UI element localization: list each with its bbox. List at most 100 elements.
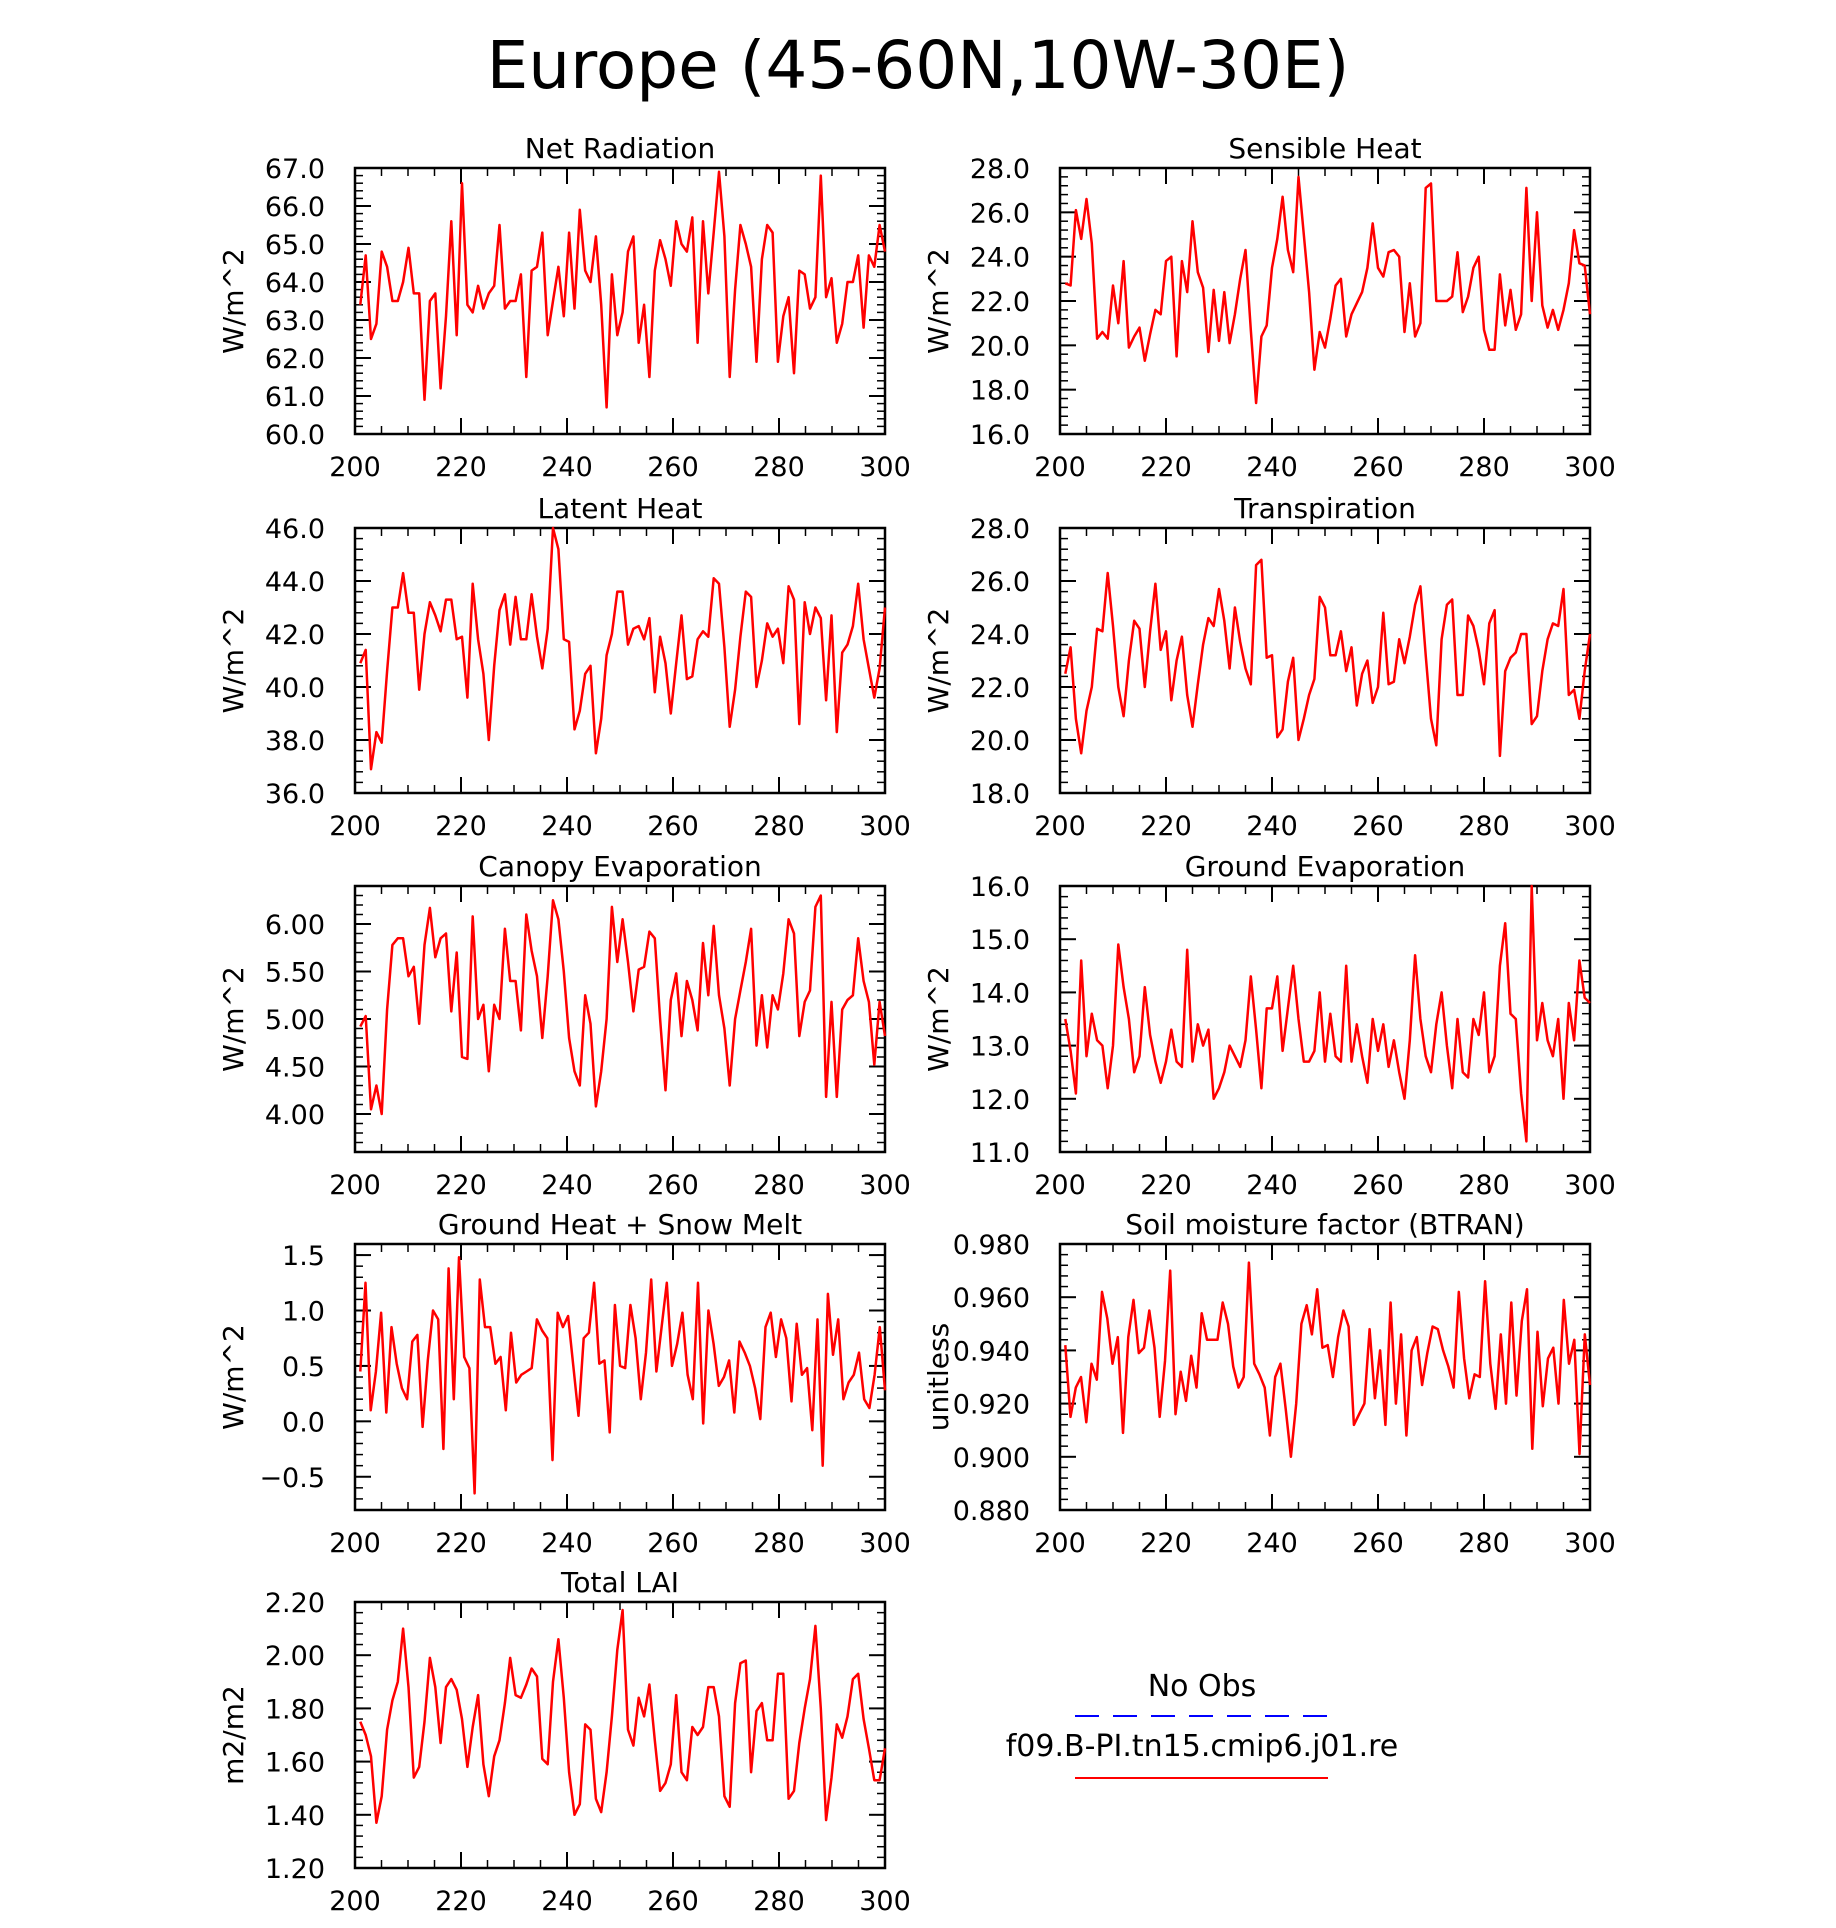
sensible-heat-xtick-label: 240 [1246,452,1298,483]
chart-ground-evaporation: Ground Evaporation W/m^2 200 220 240 260 280 30… [922,850,1616,1201]
soil-moisture-factor-btran-ytick-label: 0.900 [953,1443,1030,1474]
net-radiation-title: Net Radiation [525,132,715,165]
net-radiation-ytick-label: 62.0 [265,344,325,375]
total-lai-ytick-label: 2.20 [265,1588,325,1619]
ground-evaporation-ytick-label: 16.0 [970,872,1030,903]
legend-model-label: f09.B-PI.tn15.cmip6.j01.re [1006,1729,1399,1764]
ground-heat-snow-melt-xtick-label: 260 [647,1528,699,1559]
soil-moisture-factor-btran-xtick-label: 220 [1140,1528,1192,1559]
soil-moisture-factor-btran-xtick-label: 280 [1458,1528,1510,1559]
ground-heat-snow-melt-xtick-label: 200 [329,1528,381,1559]
total-lai-series-line [359,1608,887,1825]
latent-heat-ylabel: W/m^2 [217,608,250,714]
ground-evaporation-ytick-label: 15.0 [970,925,1030,956]
canopy-evaporation-xtick-label: 200 [329,1170,381,1201]
transpiration-series-line [1064,558,1592,758]
sensible-heat-ytick-label: 24.0 [970,243,1030,274]
latent-heat-ytick-label: 44.0 [265,567,325,598]
total-lai-title: Total LAI [560,1566,679,1599]
figure-title: Europe (45-60N,10W-30E) [487,27,1350,104]
transpiration-ytick-label: 28.0 [970,514,1030,545]
chart-net-radiation: Net Radiation W/m^2 200 220 240 260 280 300 60.0… [217,132,911,483]
ground-heat-snow-melt-ytick-label: 1.0 [282,1297,325,1328]
latent-heat-ytick-label: 46.0 [265,514,325,545]
net-radiation-xtick-label: 280 [753,452,805,483]
ground-heat-snow-melt-ytick-label: 0.5 [282,1352,325,1383]
transpiration-xtick-label: 260 [1352,811,1404,842]
total-lai-xtick-label: 220 [435,1886,487,1917]
sensible-heat-xtick-label: 200 [1034,452,1086,483]
canopy-evaporation-ytick-label: 4.00 [265,1100,325,1131]
soil-moisture-factor-btran-xtick-label: 240 [1246,1528,1298,1559]
latent-heat-xtick-label: 220 [435,811,487,842]
transpiration-xtick-label: 280 [1458,811,1510,842]
total-lai-ytick-label: 1.40 [265,1801,325,1832]
canopy-evaporation-ytick-label: 5.50 [265,958,325,989]
canopy-evaporation-ytick-label: 4.50 [265,1053,325,1084]
chart-sensible-heat: Sensible Heat W/m^2 200 220 240 260 280 300 16.0… [922,132,1616,483]
total-lai-xtick-label: 280 [753,1886,805,1917]
ground-evaporation-series-line [1064,884,1591,1143]
chart-canopy-evaporation: Canopy Evaporation W/m^2 200 220 240 260 280 30… [217,850,911,1201]
ground-evaporation-xtick-label: 220 [1140,1170,1192,1201]
chart-latent-heat: Latent Heat W/m^2 200 220 240 260 280 300 36.0 38… [217,492,911,842]
transpiration-ytick-label: 20.0 [970,726,1030,757]
canopy-evaporation-series-line [359,894,887,1116]
ground-heat-snow-melt-xtick-label: 220 [435,1528,487,1559]
latent-heat-xtick-label: 300 [859,811,911,842]
sensible-heat-xtick-label: 260 [1352,452,1404,483]
canopy-evaporation-xtick-label: 280 [753,1170,805,1201]
total-lai-xtick-label: 260 [647,1886,699,1917]
transpiration-ylabel: W/m^2 [922,608,955,714]
total-lai-ytick-label: 1.80 [265,1694,325,1725]
sensible-heat-ytick-label: 28.0 [970,154,1030,185]
canopy-evaporation-xtick-label: 260 [647,1170,699,1201]
net-radiation-xtick-label: 200 [329,452,381,483]
transpiration-xtick-label: 240 [1246,811,1298,842]
net-radiation-ytick-label: 67.0 [265,154,325,185]
ground-evaporation-xtick-label: 260 [1352,1170,1404,1201]
soil-moisture-factor-btran-xtick-label: 260 [1352,1528,1404,1559]
panels: Net Radiation W/m^2 200 220 240 260 280 300 60.0… [217,132,1616,1917]
soil-moisture-factor-btran-ytick-label: 0.940 [953,1336,1030,1367]
total-lai-xtick-label: 300 [859,1886,911,1917]
total-lai-ytick-label: 1.20 [265,1854,325,1885]
ground-evaporation-ylabel: W/m^2 [922,966,955,1072]
sensible-heat-ylabel: W/m^2 [922,248,955,354]
latent-heat-xtick-label: 240 [541,811,593,842]
latent-heat-series-line [359,526,887,771]
latent-heat-ytick-label: 42.0 [265,620,325,651]
canopy-evaporation-ytick-label: 5.00 [265,1005,325,1036]
transpiration-xtick-label: 220 [1140,811,1192,842]
sensible-heat-xtick-label: 300 [1564,452,1616,483]
sensible-heat-xtick-label: 220 [1140,452,1192,483]
latent-heat-xtick-label: 280 [753,811,805,842]
net-radiation-xtick-label: 300 [859,452,911,483]
canopy-evaporation-ylabel: W/m^2 [217,966,250,1072]
transpiration-ytick-label: 24.0 [970,620,1030,651]
ground-evaporation-ytick-label: 14.0 [970,978,1030,1009]
transpiration-ytick-label: 18.0 [970,779,1030,810]
net-radiation-ytick-label: 64.0 [265,268,325,299]
ground-heat-snow-melt-xtick-label: 300 [859,1528,911,1559]
ground-evaporation-ytick-label: 13.0 [970,1032,1030,1063]
ground-heat-snow-melt-ytick-label: −0.5 [259,1463,325,1494]
sensible-heat-xtick-label: 280 [1458,452,1510,483]
net-radiation-xtick-label: 220 [435,452,487,483]
latent-heat-ytick-label: 38.0 [265,726,325,757]
latent-heat-title: Latent Heat [537,492,702,525]
transpiration-xtick-label: 200 [1034,811,1086,842]
sensible-heat-ytick-label: 18.0 [970,376,1030,407]
net-radiation-ytick-label: 60.0 [265,420,325,451]
sensible-heat-ytick-label: 22.0 [970,287,1030,318]
net-radiation-series-line [359,170,887,409]
ground-heat-snow-melt-xtick-label: 280 [753,1528,805,1559]
ground-evaporation-ytick-label: 12.0 [970,1085,1030,1116]
soil-moisture-factor-btran-title: Soil moisture factor (BTRAN) [1125,1208,1524,1241]
transpiration-ytick-label: 22.0 [970,673,1030,704]
total-lai-ytick-label: 2.00 [265,1641,325,1672]
latent-heat-xtick-label: 260 [647,811,699,842]
legend: No Obs f09.B-PI.tn15.cmip6.j01.re [1006,1669,1399,1779]
soil-moisture-factor-btran-ytick-label: 0.880 [953,1496,1030,1527]
